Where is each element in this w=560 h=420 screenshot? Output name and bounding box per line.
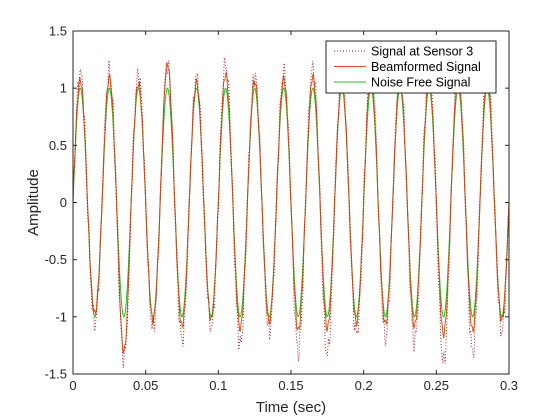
y-tick-label: 1	[60, 81, 67, 96]
axes-layer: 0 0.05 0.1 0.15 0.2 0.25 0.3 -1.5 -1 -0.5 0 0.5 1 1.5	[45, 24, 518, 394]
y-tick-label: -1.5	[45, 367, 67, 382]
y-tick-label: 1.5	[49, 24, 67, 39]
series-layer	[72, 56, 510, 368]
series-line-1	[72, 56, 510, 368]
legend-label-1: Signal at Sensor 3	[371, 45, 473, 59]
y-tick-label: 0.5	[49, 138, 67, 153]
y-tick-label: -1	[55, 309, 67, 324]
x-tick-label: 0	[69, 378, 76, 393]
x-tick-label: 0.1	[209, 378, 227, 393]
legend-label-3: Noise Free Signal	[371, 76, 470, 90]
y-axis-label: Amplitude	[25, 169, 42, 236]
x-tick-label: 0.3	[500, 378, 518, 393]
y-tick-label: -0.5	[45, 252, 67, 267]
x-tick-label: 0.25	[424, 378, 449, 393]
x-tick-label: 0.2	[355, 378, 373, 393]
legend-label-2: Beamformed Signal	[371, 60, 481, 74]
x-tick-label: 0.05	[133, 378, 158, 393]
y-tick-label: 0	[60, 195, 67, 210]
x-tick-label: 0.15	[278, 378, 303, 393]
x-axis-label: Time (sec)	[256, 399, 326, 416]
